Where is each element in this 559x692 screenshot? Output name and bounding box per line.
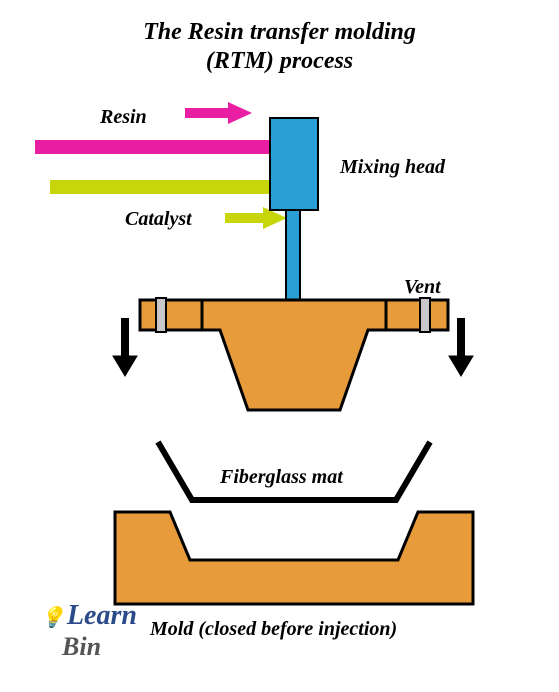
mold-label: Mold (closed before injection) [150, 618, 397, 641]
down-arrow-left-icon [113, 318, 137, 376]
logo-learn: Learn [67, 600, 137, 631]
catalyst-feed-bar [50, 180, 270, 194]
lower-mold-body [115, 512, 473, 604]
catalyst-label: Catalyst [125, 208, 192, 231]
upper-mold-flange-right [386, 300, 448, 330]
vent-left [156, 298, 166, 332]
mixing-head-label: Mixing head [340, 156, 445, 179]
resin-arrow-icon [185, 102, 252, 124]
mixing-head-body [270, 118, 318, 210]
upper-mold-body [200, 300, 388, 410]
bulb-icon: 💡 [40, 605, 65, 630]
diagram-svg [0, 0, 559, 692]
vent-label: Vent [404, 276, 441, 299]
logo-bin: Bin [62, 632, 101, 661]
diagram-canvas: The Resin transfer molding (RTM) process [0, 0, 559, 692]
fiberglass-label: Fiberglass mat [220, 466, 343, 489]
upper-mold-flange-left [140, 300, 202, 330]
vent-right [420, 298, 430, 332]
down-arrow-right-icon [449, 318, 473, 376]
learnbin-logo: 💡Learn Bin [40, 600, 137, 662]
resin-feed-bar [35, 140, 270, 154]
resin-label: Resin [100, 106, 147, 129]
